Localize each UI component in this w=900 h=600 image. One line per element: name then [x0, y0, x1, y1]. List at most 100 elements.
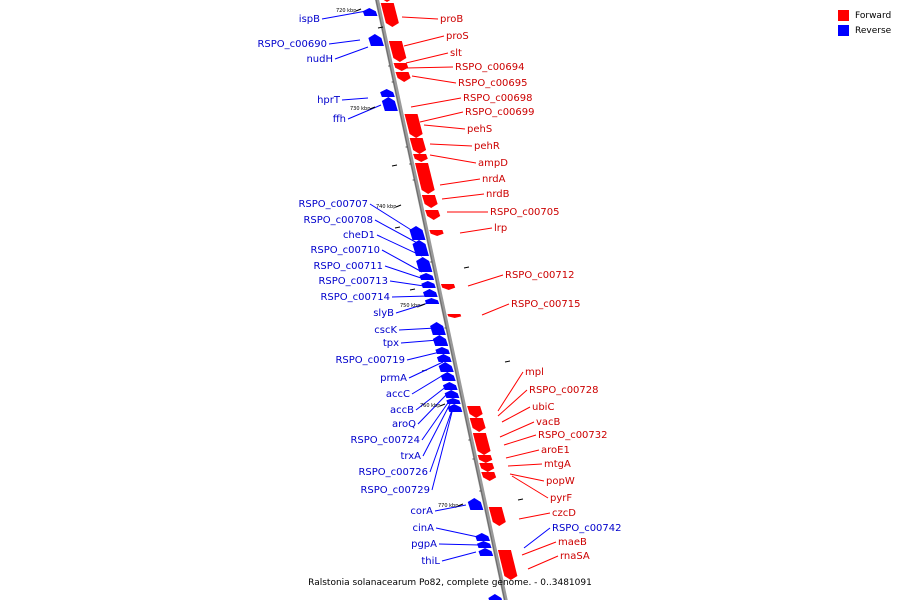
reverse-gene-label[interactable]: RSPO_c00729 [360, 485, 430, 496]
reverse-gene-label[interactable]: RSPO_c00726 [358, 467, 428, 478]
forward-gene-feature[interactable] [481, 472, 497, 481]
reverse-gene-label[interactable]: accB [390, 405, 414, 416]
reverse-gene-label[interactable]: RSPO_c00719 [335, 355, 405, 366]
reverse-gene-feature[interactable] [416, 257, 433, 272]
reverse-gene-feature[interactable] [446, 398, 461, 404]
reverse-gene-label[interactable]: RSPO_c00742 [552, 523, 622, 534]
forward-gene-label[interactable]: RSPO_c00728 [529, 385, 599, 396]
reverse-gene-feature[interactable] [423, 289, 438, 297]
reverse-gene-label[interactable]: RSPO_c00708 [303, 215, 373, 226]
reverse-gene-feature[interactable] [436, 354, 452, 362]
reverse-gene-label[interactable]: ispB [299, 14, 320, 25]
forward-gene-feature[interactable] [393, 63, 409, 71]
reverse-gene-feature[interactable] [444, 390, 460, 398]
reverse-gene-label[interactable]: trxA [400, 451, 421, 462]
forward-gene-label[interactable]: czcD [552, 508, 576, 519]
reverse-gene-feature[interactable] [424, 298, 440, 304]
forward-gene-label[interactable]: lrp [494, 223, 507, 234]
forward-gene-feature[interactable] [479, 463, 495, 472]
forward-gene-label[interactable]: pehR [474, 141, 500, 152]
forward-gene-feature[interactable] [413, 154, 428, 162]
reverse-gene-label[interactable]: cscK [374, 325, 397, 336]
forward-gene-label[interactable]: RSPO_c00732 [538, 430, 608, 441]
reverse-gene-feature[interactable] [467, 498, 484, 510]
reverse-gene-feature[interactable] [362, 8, 378, 16]
forward-gene-label[interactable]: RSPO_c00698 [463, 93, 533, 104]
forward-gene-feature[interactable] [477, 455, 493, 463]
reverse-gene-label[interactable]: nudH [306, 54, 333, 65]
reverse-gene-feature[interactable] [430, 322, 446, 335]
forward-gene-label[interactable]: proS [446, 31, 469, 42]
reverse-gene-feature[interactable] [488, 594, 504, 600]
forward-gene-label[interactable]: aroE1 [541, 445, 570, 456]
reverse-gene-label[interactable]: cheD1 [343, 230, 375, 241]
reverse-gene-label[interactable]: RSPO_c00714 [320, 292, 390, 303]
reverse-gene-label[interactable]: RSPO_c00690 [257, 39, 327, 50]
reverse-gene-feature[interactable] [381, 97, 398, 111]
forward-gene-label[interactable]: RSPO_c00694 [455, 62, 525, 73]
reverse-gene-feature[interactable] [409, 226, 426, 240]
reverse-gene-feature[interactable] [475, 533, 491, 541]
reverse-gene-label[interactable]: prmA [380, 373, 407, 384]
reverse-gene-label[interactable]: RSPO_c00711 [313, 261, 383, 272]
reverse-gene-feature[interactable] [438, 362, 454, 372]
reverse-gene-feature[interactable] [447, 404, 463, 412]
reverse-gene-label[interactable]: hprT [317, 95, 341, 106]
forward-gene-label[interactable]: RSPO_c00715 [511, 299, 581, 310]
forward-gene-label[interactable]: nrdA [482, 174, 506, 185]
forward-gene-feature[interactable] [488, 507, 506, 526]
forward-gene-label[interactable]: rnaSA [560, 551, 590, 562]
forward-gene-feature[interactable] [380, 3, 399, 27]
reverse-gene-label[interactable]: tpx [383, 338, 399, 349]
forward-gene-label[interactable]: popW [546, 476, 575, 487]
reverse-gene-feature[interactable] [432, 335, 449, 346]
forward-gene-feature[interactable] [421, 195, 438, 208]
forward-gene-label[interactable]: pehS [467, 124, 492, 135]
forward-gene-feature[interactable] [425, 210, 441, 220]
forward-gene-label[interactable]: RSPO_c00699 [465, 107, 535, 118]
reverse-gene-label[interactable]: pgpA [411, 539, 437, 550]
forward-gene-feature[interactable] [497, 550, 518, 580]
forward-gene-label[interactable]: ampD [478, 158, 508, 169]
forward-gene-label[interactable]: mpl [525, 367, 544, 378]
forward-gene-label[interactable]: mtgA [544, 459, 571, 470]
reverse-gene-label[interactable]: corA [410, 506, 433, 517]
forward-gene-label[interactable]: RSPO_c00712 [505, 270, 575, 281]
forward-gene-feature[interactable] [395, 72, 411, 82]
forward-gene-label[interactable]: vacB [536, 417, 561, 428]
forward-gene-label[interactable]: pyrF [550, 493, 572, 504]
forward-gene-label[interactable]: nrdB [486, 189, 510, 200]
forward-gene-feature[interactable] [447, 314, 462, 318]
reverse-gene-label[interactable]: ffh [333, 114, 346, 125]
forward-gene-feature[interactable] [440, 284, 456, 290]
reverse-gene-label[interactable]: RSPO_c00710 [310, 245, 380, 256]
forward-gene-label[interactable]: maeB [558, 537, 587, 548]
reverse-gene-feature[interactable] [442, 382, 458, 390]
reverse-gene-feature[interactable] [421, 281, 436, 288]
forward-gene-label[interactable]: slt [450, 48, 462, 59]
reverse-gene-label[interactable]: thiL [421, 556, 440, 567]
forward-gene-label[interactable]: RSPO_c00705 [490, 207, 560, 218]
reverse-gene-label[interactable]: accC [386, 389, 410, 400]
reverse-gene-label[interactable]: RSPO_c00707 [298, 199, 368, 210]
forward-gene-feature[interactable] [415, 163, 435, 194]
forward-gene-label[interactable]: RSPO_c00695 [458, 78, 528, 89]
reverse-gene-feature[interactable] [412, 240, 429, 256]
reverse-gene-feature[interactable] [477, 541, 492, 548]
forward-gene-feature[interactable] [409, 138, 427, 154]
reverse-gene-feature[interactable] [380, 89, 395, 97]
reverse-gene-feature[interactable] [419, 273, 435, 280]
reverse-gene-feature[interactable] [440, 372, 456, 381]
reverse-gene-label[interactable]: slyB [373, 308, 394, 319]
forward-gene-feature[interactable] [469, 418, 486, 432]
reverse-gene-label[interactable]: RSPO_c00724 [350, 435, 420, 446]
reverse-gene-feature[interactable] [368, 34, 384, 46]
forward-gene-feature[interactable] [472, 433, 491, 455]
forward-gene-feature[interactable] [429, 230, 444, 236]
forward-gene-label[interactable]: proB [440, 14, 463, 25]
forward-gene-feature[interactable] [378, 0, 394, 2]
reverse-gene-feature[interactable] [478, 548, 494, 556]
forward-gene-feature[interactable] [467, 406, 483, 418]
reverse-gene-label[interactable]: RSPO_c00713 [318, 276, 388, 287]
forward-gene-feature[interactable] [388, 41, 407, 62]
